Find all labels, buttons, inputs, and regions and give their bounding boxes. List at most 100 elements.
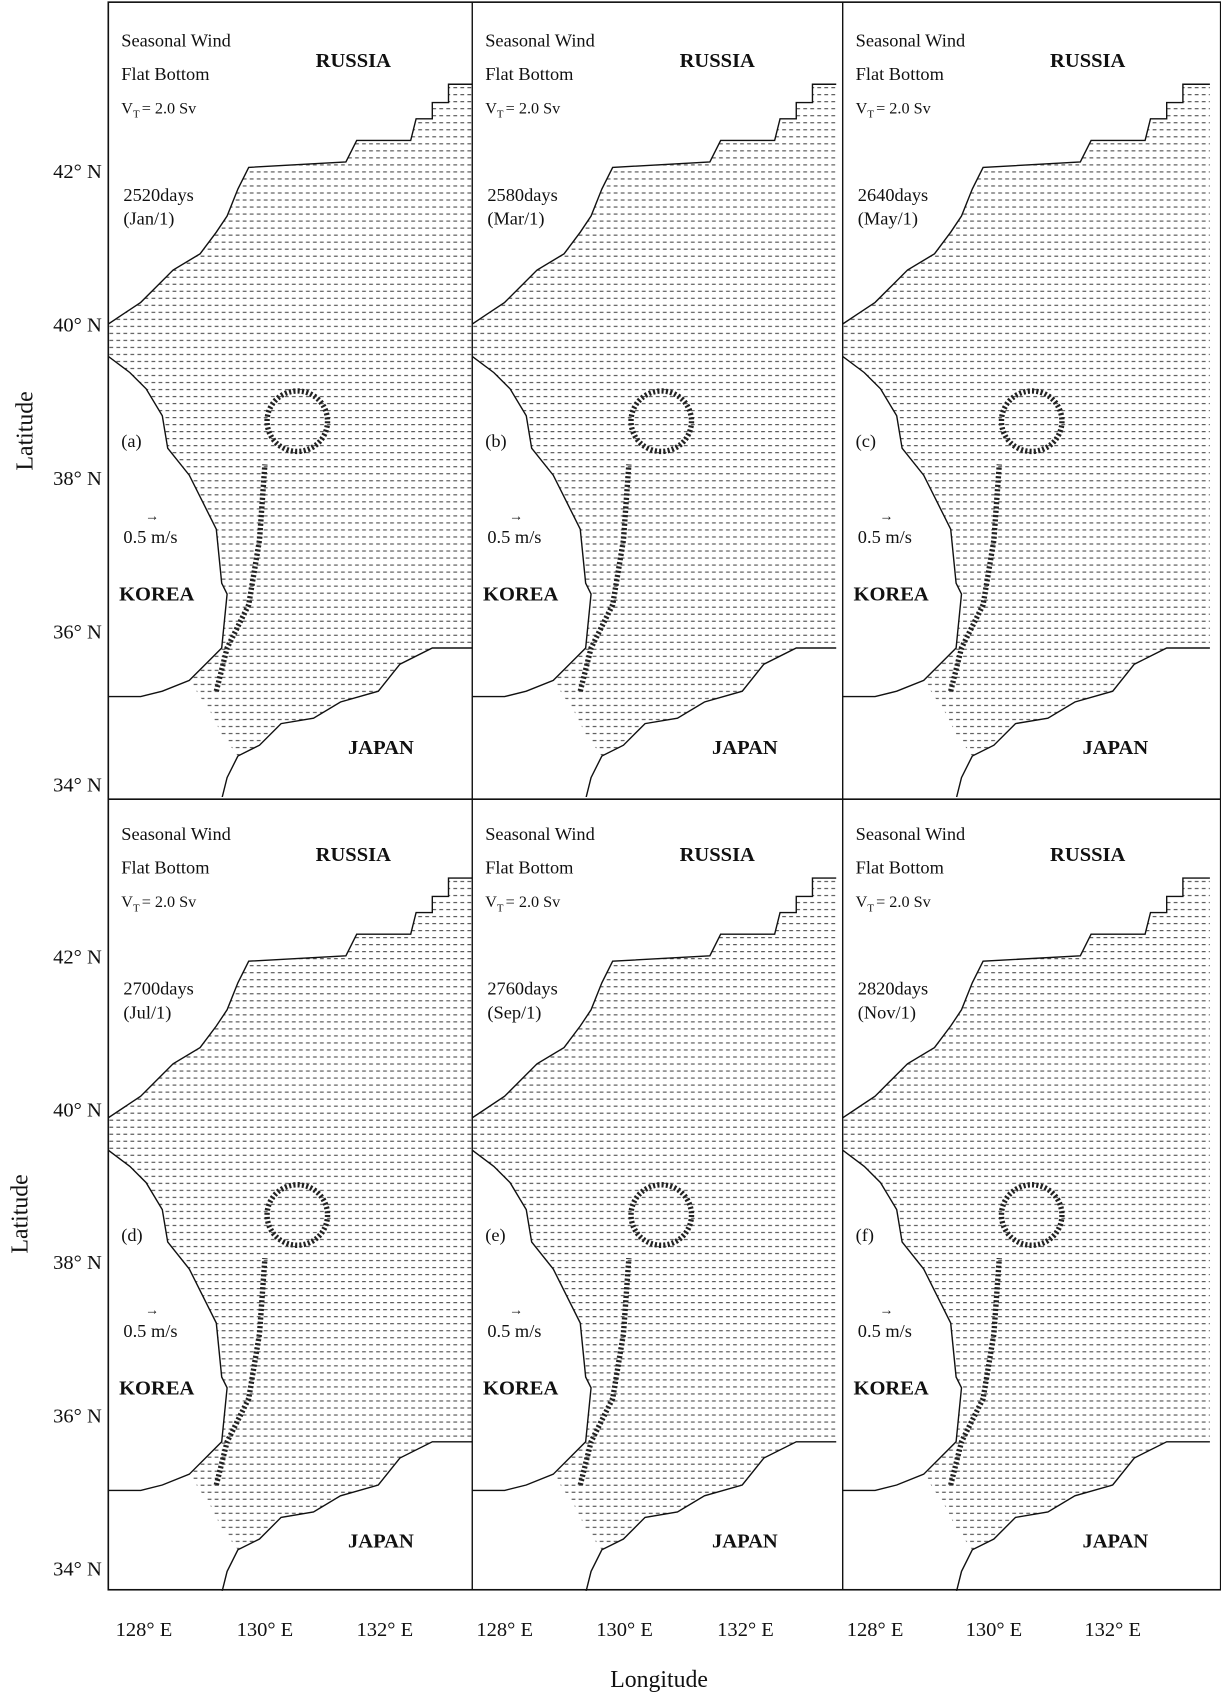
map-panel: Seasonal Wind Flat Bottom VT= 2.0 Sv 2640da… [843,30,1210,799]
transport-subscript: T [497,903,504,915]
transport-symbol: V [856,893,868,911]
country-label: JAPAN [712,737,778,759]
panel-letter: (a) [121,431,141,452]
map-panel: Seasonal Wind Flat Bottom VT= 2.0 Sv 2760da… [472,824,839,1593]
y-tick-label: 34° N [53,775,102,797]
transport-label: VT= 2.0 Sv [485,893,561,914]
panel-letter: (e) [485,1225,505,1246]
transport-symbol: V [121,99,133,117]
transport-subscript: T [133,903,140,915]
bottom-label: Flat Bottom [856,64,944,84]
country-label: RUSSIA [680,50,755,72]
date-label: (Jul/1) [123,1002,171,1023]
y-axis-label: Latitude [13,391,39,470]
map-panel: Seasonal Wind Flat Bottom VT= 2.0 Sv 2520da… [108,30,475,799]
transport-subscript: T [867,903,874,915]
transport-symbol: V [485,893,497,911]
scale-label: 0.5 m/s [858,1321,912,1341]
x-tick-label: 130° E [237,1619,294,1641]
scale-label: 0.5 m/s [123,1321,177,1341]
transport-value: = 2.0 Sv [876,893,931,911]
country-label: KOREA [854,583,929,605]
date-label: (Sep/1) [487,1002,541,1023]
page: Latitude Latitude Longitude 42° N 40° N 38… [0,0,1221,1701]
scale-arrow: → [509,509,523,525]
date-label: (Nov/1) [858,1002,916,1023]
y-tick-label: 42° N [53,946,102,968]
transport-label: VT= 2.0 Sv [121,99,197,120]
x-tick-label: 130° E [596,1619,653,1641]
y-tick-label: 36° N [53,621,102,643]
x-axis-label: Longitude [610,1667,708,1693]
country-label: RUSSIA [316,844,391,866]
country-label: KOREA [483,583,558,605]
country-label: JAPAN [348,737,414,759]
forcing-label: Seasonal Wind [485,30,595,50]
transport-symbol: V [121,893,133,911]
country-label: JAPAN [1082,1531,1148,1553]
transport-symbol: V [485,99,497,117]
transport-label: VT= 2.0 Sv [856,893,932,914]
country-label: RUSSIA [680,844,755,866]
date-label: (Mar/1) [487,209,544,230]
date-label: (Jan/1) [123,209,174,230]
x-tick-label: 130° E [966,1619,1023,1641]
bottom-label: Flat Bottom [485,858,573,878]
country-label: RUSSIA [1050,844,1125,866]
bottom-label: Flat Bottom [856,858,944,878]
scale-arrow: → [879,1302,893,1318]
y-tick-label: 40° N [53,1100,102,1122]
scale-label: 0.5 m/s [487,527,541,547]
time-label: 2580days [487,185,557,205]
y-tick-label: 34° N [53,1559,102,1581]
scale-arrow: → [145,1302,159,1318]
forcing-label: Seasonal Wind [121,824,231,844]
transport-symbol: V [856,99,868,117]
country-label: JAPAN [1082,737,1148,759]
date-label: (May/1) [858,209,918,230]
map-panel: Seasonal Wind Flat Bottom VT= 2.0 Sv 2580da… [472,30,839,799]
transport-value: = 2.0 Sv [876,99,931,117]
x-tick-label: 132° E [356,1619,413,1641]
x-tick-label: 128° E [847,1619,904,1641]
transport-subscript: T [133,109,140,121]
panel-letter: (c) [856,431,876,452]
forcing-label: Seasonal Wind [121,30,231,50]
bottom-label: Flat Bottom [121,64,209,84]
transport-subscript: T [867,109,874,121]
scale-arrow: → [879,509,893,525]
x-tick-label: 132° E [1084,1619,1141,1641]
scale-label: 0.5 m/s [123,527,177,547]
transport-value: = 2.0 Sv [142,893,197,911]
scale-arrow: → [509,1302,523,1318]
transport-label: VT= 2.0 Sv [121,893,197,914]
transport-value: = 2.0 Sv [506,99,561,117]
scale-label: 0.5 m/s [858,527,912,547]
transport-label: VT= 2.0 Sv [856,99,932,120]
country-label: JAPAN [348,1531,414,1553]
y-axis-label: Latitude [7,1174,33,1253]
transport-value: = 2.0 Sv [142,99,197,117]
country-label: KOREA [483,1377,558,1399]
panel-letter: (b) [485,431,506,452]
country-label: KOREA [854,1377,929,1399]
time-label: 2700days [123,979,193,999]
transport-label: VT= 2.0 Sv [485,99,561,120]
x-tick-label: 128° E [116,1619,173,1641]
time-label: 2640days [858,185,928,205]
panel-letter: (d) [121,1225,142,1246]
scale-label: 0.5 m/s [487,1321,541,1341]
forcing-label: Seasonal Wind [485,824,595,844]
time-label: 2760days [487,979,557,999]
scale-arrow: → [145,509,159,525]
y-tick-label: 38° N [53,468,102,490]
y-tick-label: 40° N [53,315,102,337]
country-label: KOREA [119,583,194,605]
time-label: 2520days [123,185,193,205]
forcing-label: Seasonal Wind [856,30,966,50]
figure: Latitude Latitude Longitude 42° N 40° N 38… [0,0,1221,1701]
bottom-label: Flat Bottom [485,64,573,84]
transport-subscript: T [497,109,504,121]
